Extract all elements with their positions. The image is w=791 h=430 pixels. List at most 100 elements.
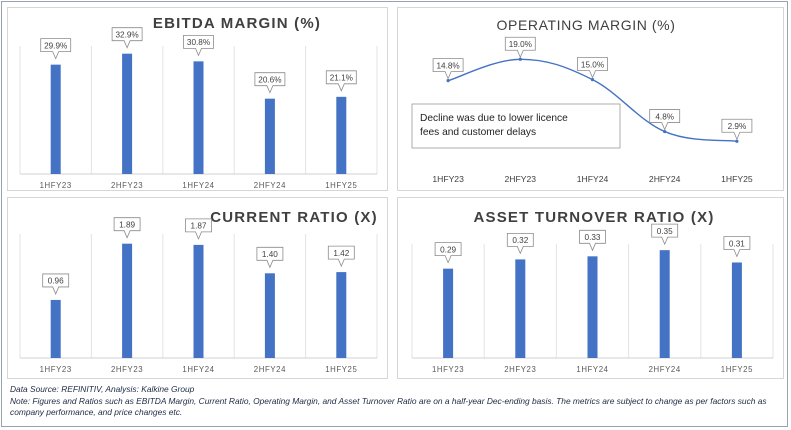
x-tick-label: 2HFY24 [254, 365, 286, 374]
data-label-box [42, 273, 70, 295]
data-label: 1.89 [119, 220, 135, 229]
data-label: 0.35 [657, 227, 673, 236]
data-label-box [113, 217, 141, 239]
data-label-box [432, 58, 464, 80]
x-tick-label: 2HFY23 [505, 174, 537, 184]
data-label: 0.31 [729, 239, 745, 248]
line-point-1hfy25 [735, 139, 739, 143]
line-point-2hfy23 [518, 57, 522, 61]
annotation-text: Decline was due to lower licence fees and… [420, 113, 568, 138]
data-label: 1.87 [191, 222, 207, 231]
chart-title: ASSET TURNOVER RATIO (X) [473, 209, 714, 226]
line-point-1hfy24 [590, 78, 595, 82]
data-label-box [434, 242, 462, 264]
data-label-box [577, 57, 608, 79]
asset-turnover-chart: ASSET TURNOVER RATIO (X) 0.29 1HFY23 0.32 2H… [411, 209, 774, 374]
data-label-box [651, 223, 679, 246]
data-label-box [325, 70, 357, 92]
data-label-box [579, 229, 606, 252]
data-label-box [256, 246, 284, 269]
bar-1hfy23 [50, 299, 61, 358]
data-label: 1.42 [333, 249, 349, 258]
data-label: 14.8% [436, 61, 459, 70]
data-label-box [504, 36, 536, 59]
ebitda-margin-chart: EBITDA MARGIN (%) 29.9% 1HFY23 32.9% 2HFY23 3… [19, 15, 378, 190]
data-label-box [723, 236, 751, 258]
data-label: 1.40 [262, 250, 278, 259]
bar-1hfy24 [193, 244, 204, 358]
x-tick-label: 1HFY23 [432, 174, 464, 184]
bar-2hfy23 [122, 53, 133, 174]
ebitda-margin-panel: EBITDA MARGIN (%) 29.9% 1HFY23 32.9% 2HFY23 3… [7, 7, 388, 191]
data-label: 0.32 [512, 236, 528, 245]
bar-1hfy25 [336, 96, 347, 174]
data-label-box [506, 233, 534, 255]
data-label: 4.8% [655, 112, 674, 121]
data-label-box [254, 72, 286, 94]
bar-1hfy25 [731, 262, 742, 358]
annotation-line: Decline was due to lower licence [420, 113, 568, 124]
data-label: 0.33 [585, 233, 601, 242]
x-tick-label: 2HFY24 [649, 365, 681, 374]
data-label-box [40, 38, 72, 60]
data-label-box [183, 34, 214, 57]
footer-notes: Data Source: REFINITIV, Analysis: Kalkin… [10, 384, 780, 419]
bar-2hfy24 [659, 250, 670, 358]
bar-1hfy24 [587, 256, 598, 358]
data-label-box [649, 109, 681, 131]
x-tick-label: 1HFY24 [577, 174, 609, 184]
data-label: 0.96 [48, 277, 64, 286]
x-tick-label: 1HFY25 [721, 365, 753, 374]
data-label-box [721, 118, 753, 141]
x-tick-label: 1HFY25 [721, 174, 753, 184]
bar-2hfy24 [264, 98, 275, 174]
operating-margin-panel: OPERATING MARGIN (%) 14.8% 1HFY23 19.0% 2HFY… [397, 7, 784, 191]
data-label: 20.6% [258, 75, 281, 84]
bar-2hfy24 [264, 273, 275, 358]
bar-1hfy23 [443, 268, 454, 358]
operating-margin-chart: OPERATING MARGIN (%) 14.8% 1HFY23 19.0% 2HFY… [411, 17, 753, 184]
current-ratio-chart: CURRENT RATIO (X) 0.96 1HFY23 1.89 2HFY23 1.8… [19, 209, 378, 374]
data-label: 32.9% [115, 30, 138, 39]
data-label: 21.1% [330, 74, 353, 83]
x-tick-label: 1HFY23 [40, 365, 72, 374]
annotation-line: fees and customer delays [420, 127, 536, 138]
x-tick-label: 2HFY24 [649, 174, 681, 184]
bar-1hfy24 [193, 61, 204, 174]
x-tick-label: 2HFY24 [254, 181, 286, 190]
note-text: Note: Figures and Ratios such as EBITDA … [10, 395, 767, 418]
line-point-2hfy24 [663, 129, 667, 134]
current-ratio-panel: CURRENT RATIO (X) 0.96 1HFY23 1.89 2HFY23 1.8… [7, 197, 388, 379]
x-tick-label: 1HFY24 [182, 181, 214, 190]
x-tick-label: 1HFY24 [182, 365, 214, 374]
data-label: 29.9% [44, 41, 67, 50]
data-label: 2.9% [728, 122, 747, 131]
data-label: 30.8% [187, 38, 210, 47]
x-tick-label: 1HFY23 [40, 181, 72, 190]
bar-2hfy23 [122, 243, 133, 358]
x-tick-label: 1HFY25 [325, 365, 357, 374]
x-tick-label: 2HFY23 [111, 365, 143, 374]
annotation-box [411, 103, 621, 149]
chart-title: OPERATING MARGIN (%) [497, 17, 676, 33]
data-label: 0.29 [440, 245, 456, 254]
bar-1hfy23 [50, 64, 61, 174]
bar-1hfy25 [336, 272, 347, 358]
x-tick-label: 1HFY25 [325, 181, 357, 190]
x-tick-label: 2HFY23 [504, 365, 536, 374]
line-point-1hfy23 [446, 79, 450, 83]
data-label-box [185, 218, 212, 240]
data-label: 15.0% [581, 60, 604, 69]
data-label-box [111, 27, 143, 49]
data-label: 19.0% [509, 40, 532, 49]
bar-2hfy23 [515, 259, 526, 358]
chart-title: CURRENT RATIO (X) [210, 209, 378, 226]
x-tick-label: 1HFY23 [432, 365, 464, 374]
x-tick-label: 2HFY23 [111, 181, 143, 190]
asset-turnover-panel: ASSET TURNOVER RATIO (X) 0.29 1HFY23 0.32 2H… [397, 197, 784, 379]
x-tick-label: 1HFY24 [576, 365, 608, 374]
chart-title: EBITDA MARGIN (%) [153, 15, 321, 32]
data-label-box [327, 245, 355, 268]
data-source-text: Data Source: REFINITIV, Analysis: Kalkin… [10, 384, 195, 394]
